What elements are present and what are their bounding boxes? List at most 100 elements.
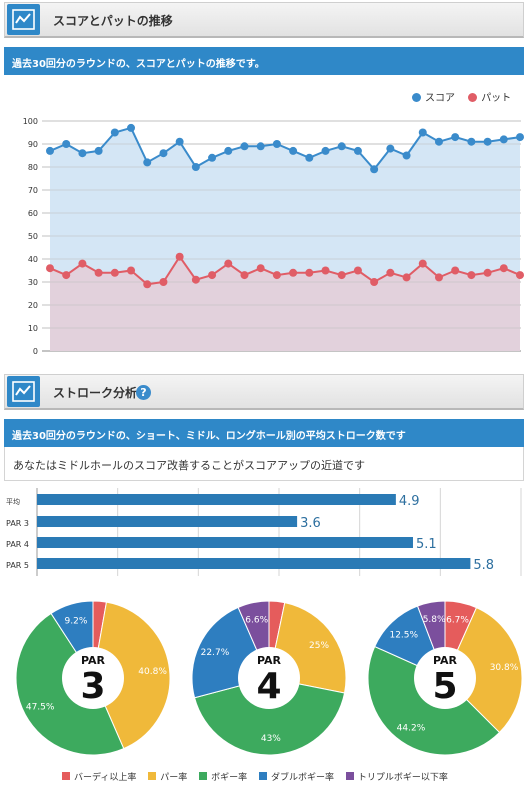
bar-value-label: 5.1: [416, 537, 437, 552]
score-point: [467, 137, 476, 146]
legend-item-double: ダブルボギー率: [259, 772, 334, 783]
pie-slice: [193, 677, 346, 756]
putt-point: [127, 266, 136, 275]
putt-point: [191, 275, 200, 284]
help-icon[interactable]: ?: [136, 385, 151, 400]
line-chart-icon: [7, 4, 40, 35]
putt-point: [467, 271, 476, 280]
putt-point: [175, 252, 184, 261]
score-point: [224, 146, 233, 155]
score-point: [483, 137, 492, 146]
score-point: [516, 133, 524, 142]
score-point: [418, 128, 427, 137]
y-tick-label: 80: [27, 163, 38, 172]
putt-dot-icon: [468, 93, 478, 102]
putt-point: [499, 264, 508, 273]
bar-value-label: 4.9: [399, 494, 420, 509]
score-point: [127, 123, 136, 132]
pie-center: [414, 647, 476, 709]
putt-point: [434, 273, 443, 282]
score-point: [143, 158, 152, 167]
pie-slice-label: 25%: [309, 641, 329, 651]
putt-point: [321, 266, 330, 275]
triple-swatch-icon: [345, 772, 354, 780]
score-point: [272, 140, 281, 148]
putt-point: [516, 271, 524, 280]
pie-slice-label: 22.7%: [201, 648, 230, 658]
y-tick-label: 10: [27, 324, 38, 333]
score-point: [321, 146, 330, 155]
pie-charts: 40.8%47.5%9.2%PAR325%43%22.7%6.6%PAR46.7…: [15, 600, 523, 756]
bar-value-label: 5.8: [473, 558, 494, 573]
putt-point: [386, 268, 395, 277]
bar-category-label: PAR 5: [6, 561, 29, 570]
y-tick-label: 40: [27, 255, 38, 264]
score-dot-icon: [412, 93, 421, 102]
score-point: [434, 137, 443, 146]
score-point: [402, 151, 411, 160]
putt-point: [143, 280, 152, 289]
bogey-swatch-icon: [199, 772, 208, 780]
par-swatch-icon: [148, 772, 157, 780]
putt-point: [224, 259, 233, 268]
bar-category-label: PAR 3: [6, 519, 29, 528]
pie-center-par-label: PAR: [257, 654, 282, 667]
putt-point: [337, 271, 346, 280]
putt-point: [272, 271, 281, 280]
double-swatch-icon: [259, 772, 268, 780]
score-putt-section-header: スコアとパットの推移: [4, 2, 524, 38]
pie-center: [238, 647, 300, 709]
score-point: [305, 153, 314, 162]
putt-area: [50, 256, 520, 351]
y-tick-label: 30: [27, 278, 38, 287]
score-point: [256, 142, 265, 151]
line-chart-icon: [7, 376, 40, 407]
score-point: [289, 146, 298, 155]
bar: [37, 558, 471, 569]
score-point: [191, 163, 200, 171]
legend-item-putt: パット: [468, 93, 511, 104]
score-point: [337, 142, 346, 151]
putt-point: [353, 266, 362, 275]
advice-text: あなたはミドルホールのスコア改善することがスコアアップの近道です: [4, 447, 524, 481]
section-title: ストローク分析: [53, 386, 138, 400]
putt-point: [402, 273, 411, 282]
legend-item-par: パー率: [148, 772, 187, 783]
y-tick-label: 70: [27, 186, 38, 195]
score-point: [175, 137, 184, 146]
pie-slice-label: 6.7%: [446, 615, 469, 625]
pie-slice-label: 40.8%: [138, 667, 167, 677]
score-point: [370, 165, 379, 174]
putt-point: [240, 271, 249, 280]
pie-slice: [444, 607, 523, 734]
score-point: [240, 142, 249, 151]
y-tick-label: 50: [27, 232, 38, 241]
putt-point: [110, 268, 119, 277]
pie-center-number: 4: [256, 666, 281, 707]
putt-point: [418, 259, 427, 268]
pie-center-number: 5: [432, 666, 457, 707]
putt-point: [370, 278, 379, 286]
pie-slice-label: 47.5%: [26, 702, 55, 712]
putt-point: [289, 268, 298, 277]
score-putt-description: 過去30回分のラウンドの、スコアとパットの推移です。: [4, 47, 524, 75]
pie-slice: [92, 601, 171, 750]
bar-category-label: 平均: [6, 497, 20, 506]
score-point: [499, 135, 508, 144]
putt-point: [256, 264, 265, 273]
stroke-section-header: ストローク分析 ?: [4, 374, 524, 410]
putt-point: [78, 259, 87, 268]
pie-slice-label: 43%: [261, 734, 281, 744]
y-tick-label: 90: [27, 140, 38, 149]
legend-item-triple: トリプルボギー以下率: [345, 772, 448, 783]
stroke-bar-chart: 平均 4.9 PAR 3 3.6 PAR 4 5.1 PAR 5 5.8: [6, 488, 522, 576]
putt-point: [62, 271, 71, 280]
bar-value-label: 3.6: [300, 516, 321, 531]
pie-slice-label: 6.6%: [245, 615, 268, 625]
putt-point: [46, 264, 54, 273]
bar-category-label: PAR 4: [6, 540, 29, 549]
putt-point: [451, 266, 460, 275]
pie-slice-label: 9.2%: [65, 616, 88, 626]
pie-center-par-label: PAR: [81, 654, 106, 667]
score-point: [353, 146, 362, 155]
